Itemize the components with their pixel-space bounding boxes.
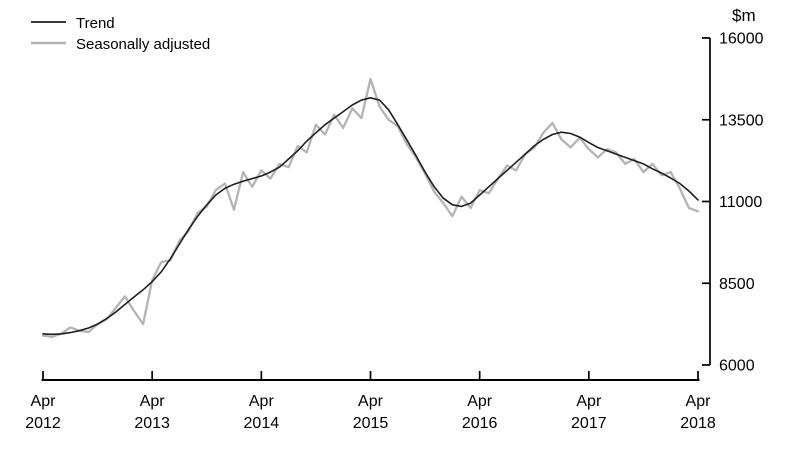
- y-axis-tick-label: 8500: [719, 276, 755, 293]
- x-axis-tick-label-month: Apr: [140, 393, 166, 410]
- series-line-trend: [42, 97, 699, 336]
- x-axis-tick-label-month: Apr: [31, 393, 57, 410]
- series-lines: [41, 77, 700, 339]
- x-axis-tick-label-month: Apr: [249, 393, 275, 410]
- x-axis-tick-label-month: Apr: [686, 393, 712, 410]
- y-axis-tick-label: 6000: [719, 358, 755, 375]
- y-axis-tick-label: 16000: [719, 31, 764, 48]
- x-axis-tick-label-year: 2018: [680, 415, 716, 432]
- x-axis-tick-label-month: Apr: [358, 393, 384, 410]
- y-axis-unit-label: $m: [732, 6, 756, 25]
- x-axis-tick-label-year: 2013: [134, 415, 170, 432]
- x-axis-tick-label-year: 2014: [244, 415, 280, 432]
- x-axis-tick-label-year: 2017: [571, 415, 607, 432]
- x-axis-tick-label-month: Apr: [467, 393, 493, 410]
- x-axis-tick-label-month: Apr: [576, 393, 602, 410]
- legend: Trend Seasonally adjusted: [31, 15, 210, 53]
- y-axis-tick-label: 13500: [719, 112, 764, 129]
- legend-trend-label: Trend: [76, 15, 115, 32]
- series-line-seasonally-adjusted: [41, 77, 700, 339]
- y-axis-tick-label: 11000: [719, 194, 762, 211]
- x-axis-tick-label-year: 2015: [353, 415, 389, 432]
- axes: 6000 8500 11000 13500 16000 Apr 2012 Apr 2013 Apr…: [25, 31, 763, 433]
- x-axis-tick-label-year: 2012: [25, 415, 61, 432]
- legend-seasonally-adjusted-label: Seasonally adjusted: [76, 36, 210, 53]
- x-axis-tick-label-year: 2016: [462, 415, 498, 432]
